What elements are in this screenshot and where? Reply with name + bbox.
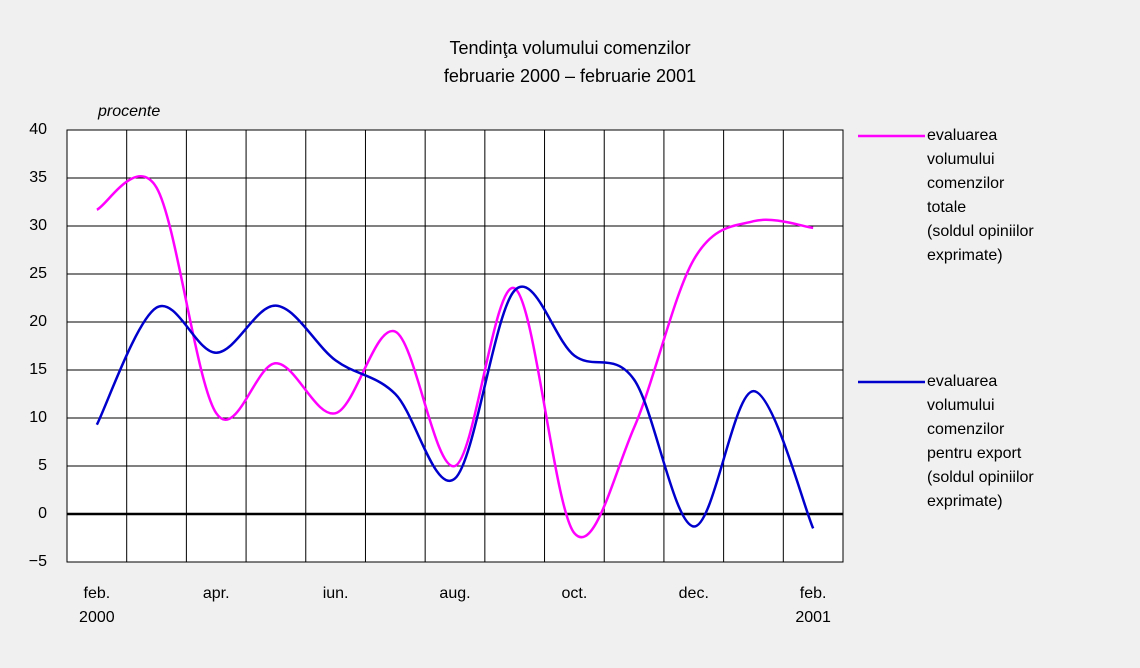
x-tick-label: iun. xyxy=(322,585,349,602)
x-tick-label: dec. xyxy=(678,585,709,602)
y-tick-label: 20 xyxy=(29,313,47,330)
y-axis-label: procente xyxy=(98,103,161,120)
plot-area xyxy=(66,129,844,563)
x-tick-label: feb. 2001 xyxy=(795,585,831,626)
y-tick-label: 15 xyxy=(29,361,47,378)
legend-label: evaluarea volumului comenzilor totale (s… xyxy=(927,127,1034,264)
x-tick-label: oct. xyxy=(561,585,588,602)
y-tick-label: −5 xyxy=(29,553,47,570)
y-tick-label: 30 xyxy=(29,217,47,234)
chart-title: Tendinţa volumului comenzilor februarie … xyxy=(443,38,697,86)
y-tick-label: 25 xyxy=(29,265,47,282)
series-line xyxy=(95,285,815,529)
y-tick-label: 5 xyxy=(38,457,47,474)
y-tick-label: 0 xyxy=(38,505,47,522)
x-tick-label: apr. xyxy=(202,585,230,602)
y-tick-label: 40 xyxy=(29,121,47,138)
y-tick-label: 35 xyxy=(29,169,47,186)
series-line xyxy=(96,175,814,539)
x-tick-label: feb. 2000 xyxy=(79,585,115,626)
legend-label: evaluarea volumului comenzilor pentru ex… xyxy=(927,373,1034,510)
x-tick-label: aug. xyxy=(439,585,471,602)
y-tick-label: 10 xyxy=(29,409,47,426)
